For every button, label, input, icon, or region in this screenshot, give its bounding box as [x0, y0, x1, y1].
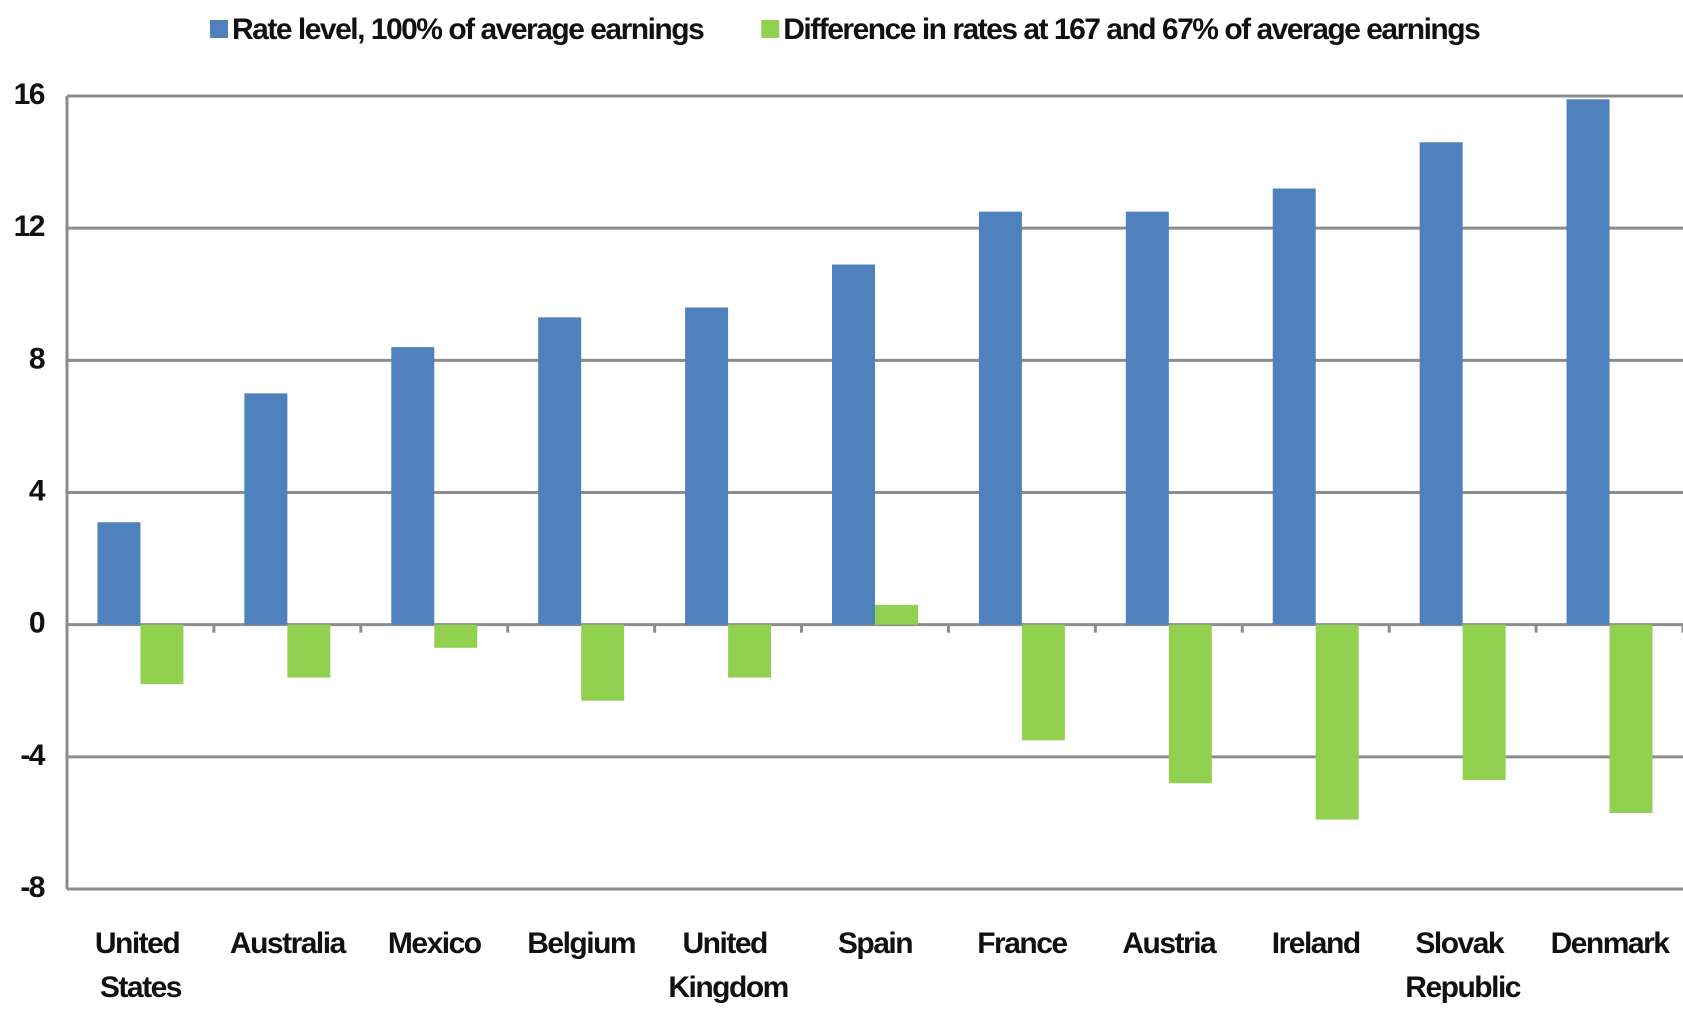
bar — [1021, 624, 1065, 741]
x-tick-label: Belgium — [527, 927, 635, 960]
y-tick-label: -8 — [20, 871, 44, 904]
bar — [581, 624, 625, 701]
x-tick-label: Ireland — [1272, 927, 1360, 960]
y-tick-label: 8 — [29, 342, 45, 375]
x-tick-label: Denmark — [1551, 927, 1671, 960]
bar — [1272, 188, 1316, 625]
bar — [1125, 211, 1169, 625]
bar — [1462, 624, 1506, 780]
bar — [391, 347, 435, 625]
legend-label: Difference in rates at 167 and 67% of av… — [783, 13, 1480, 46]
y-tick-label: 4 — [29, 474, 46, 507]
bar — [1168, 624, 1212, 784]
legend-label: Rate level, 100% of average earnings — [232, 13, 704, 46]
x-tick-label: Slovak Republic — [1405, 927, 1520, 1004]
bar — [728, 624, 772, 678]
bar — [1419, 142, 1463, 625]
y-tick-label: 0 — [29, 607, 45, 640]
bar — [287, 624, 331, 678]
bar — [978, 211, 1022, 625]
bar — [434, 624, 478, 648]
x-tick-label: Spain — [838, 927, 912, 960]
x-tick-label: Australia — [230, 927, 347, 960]
x-tick-label: Austria — [1122, 927, 1217, 960]
x-tick-label: United States — [95, 927, 186, 1004]
x-tick-label: France — [977, 927, 1067, 960]
bar — [685, 307, 729, 625]
bar — [1566, 99, 1610, 625]
bar — [244, 393, 288, 625]
bar — [832, 264, 875, 625]
legend-swatch — [210, 20, 228, 38]
x-tick-label: Mexico — [388, 927, 482, 960]
y-tick-label: -4 — [20, 739, 45, 772]
bar — [97, 522, 141, 625]
bar — [1315, 624, 1359, 820]
y-tick-label: 12 — [14, 210, 45, 243]
bar — [538, 317, 582, 625]
y-tick-label: 16 — [14, 78, 45, 111]
bar — [1609, 624, 1653, 814]
x-tick-label: United Kingdom — [668, 927, 787, 1004]
bar — [140, 624, 184, 685]
legend-swatch — [761, 20, 780, 38]
bar — [875, 604, 918, 625]
